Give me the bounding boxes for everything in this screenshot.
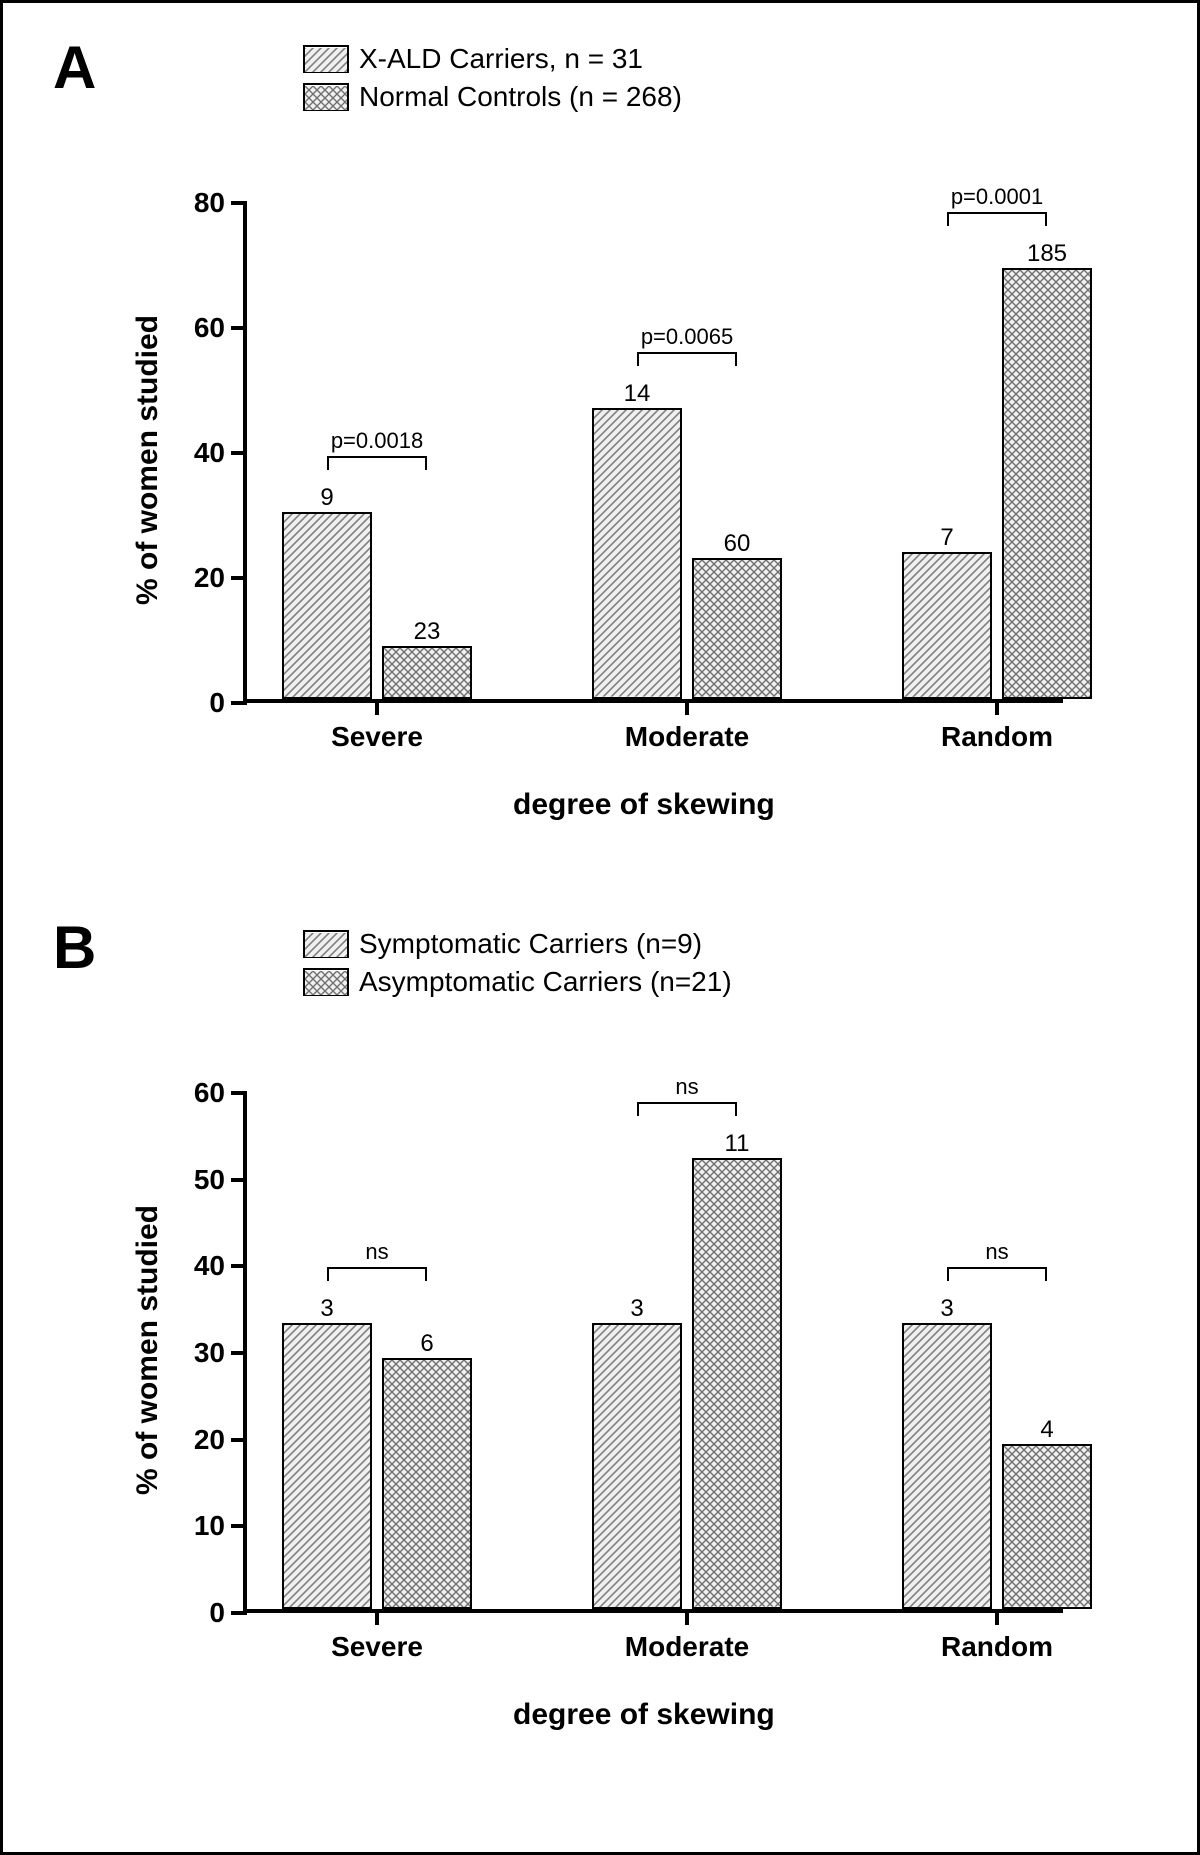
significance-label: p=0.0018 xyxy=(331,428,423,454)
bar-n-label: 60 xyxy=(724,530,751,558)
legend-swatch-diag xyxy=(303,930,349,958)
panel-b-label: B xyxy=(53,913,96,982)
panel-a-chart: % of women studied degree of skewing 0 20… xyxy=(123,163,1123,863)
y-tick xyxy=(231,701,247,705)
y-tick-label: 20 xyxy=(194,562,225,594)
y-tick-label: 10 xyxy=(194,1510,225,1542)
bar-n-label: 3 xyxy=(320,1295,333,1323)
bar xyxy=(592,1323,682,1609)
significance-label: ns xyxy=(365,1239,388,1265)
bar xyxy=(902,1323,992,1609)
y-tick xyxy=(231,451,247,455)
panel-b: B Symptomatic Carriers (n=9) Asymptomati… xyxy=(43,913,1157,1823)
x-tick xyxy=(995,699,999,715)
significance-label: ns xyxy=(675,1074,698,1100)
y-tick xyxy=(231,1438,247,1442)
y-axis-label: % of women studied xyxy=(131,315,165,605)
significance-label: p=0.0001 xyxy=(951,184,1043,210)
y-tick-label: 0 xyxy=(209,1597,225,1629)
bar xyxy=(902,552,992,699)
y-tick xyxy=(231,1091,247,1095)
y-tick xyxy=(231,1351,247,1355)
x-tick xyxy=(375,699,379,715)
y-tick xyxy=(231,1178,247,1182)
legend-label: Symptomatic Carriers (n=9) xyxy=(359,928,702,960)
y-tick-label: 0 xyxy=(209,687,225,719)
bar-n-label: 185 xyxy=(1027,240,1067,268)
y-axis-label: % of women studied xyxy=(131,1205,165,1495)
x-tick-label: Random xyxy=(941,1631,1053,1663)
legend-swatch-cross xyxy=(303,968,349,996)
significance-bracket xyxy=(947,212,1047,214)
bar xyxy=(382,1358,472,1609)
plot-area-a: 020406080Severe923p=0.0018Moderate1460p=… xyxy=(243,203,1063,703)
legend-item: Symptomatic Carriers (n=9) xyxy=(303,928,732,960)
y-tick-label: 40 xyxy=(194,1250,225,1282)
y-tick-label: 20 xyxy=(194,1424,225,1456)
bar xyxy=(1002,268,1092,699)
legend-swatch-diag xyxy=(303,45,349,73)
x-tick xyxy=(995,1609,999,1625)
legend-label: Normal Controls (n = 268) xyxy=(359,81,682,113)
y-tick-label: 60 xyxy=(194,1077,225,1109)
legend-label: X-ALD Carriers, n = 31 xyxy=(359,43,643,75)
bar xyxy=(282,512,372,700)
legend-item: Asymptomatic Carriers (n=21) xyxy=(303,966,732,998)
bar-n-label: 4 xyxy=(1040,1416,1053,1444)
y-tick xyxy=(231,1611,247,1615)
legend-label: Asymptomatic Carriers (n=21) xyxy=(359,966,732,998)
y-tick-label: 80 xyxy=(194,187,225,219)
bar-n-label: 9 xyxy=(320,484,333,512)
bar xyxy=(1002,1444,1092,1609)
legend-swatch-cross xyxy=(303,83,349,111)
x-tick xyxy=(685,699,689,715)
y-tick xyxy=(231,1264,247,1268)
bar-n-label: 11 xyxy=(725,1130,750,1158)
significance-bracket xyxy=(947,1267,1047,1269)
significance-bracket xyxy=(637,352,737,354)
bar xyxy=(282,1323,372,1609)
x-tick-label: Severe xyxy=(331,1631,423,1663)
y-tick-label: 60 xyxy=(194,312,225,344)
x-tick-label: Moderate xyxy=(625,1631,749,1663)
y-tick xyxy=(231,1524,247,1528)
bar-n-label: 3 xyxy=(630,1295,643,1323)
panel-a: A X-ALD Carriers, n = 31 Normal Controls… xyxy=(43,33,1157,913)
panel-b-chart: % of women studied degree of skewing 0 10… xyxy=(123,1033,1123,1793)
figure-container: A X-ALD Carriers, n = 31 Normal Controls… xyxy=(0,0,1200,1855)
x-tick xyxy=(685,1609,689,1625)
bar-n-label: 23 xyxy=(414,618,441,646)
y-tick-label: 30 xyxy=(194,1337,225,1369)
y-tick xyxy=(231,326,247,330)
plot-area-b: 0102030405060Severe36nsModerate311nsRand… xyxy=(243,1093,1063,1613)
significance-bracket xyxy=(327,1267,427,1269)
panel-b-legend: Symptomatic Carriers (n=9) Asymptomatic … xyxy=(303,928,732,998)
y-tick xyxy=(231,576,247,580)
bar xyxy=(692,558,782,699)
significance-bracket xyxy=(637,1102,737,1104)
x-tick-label: Moderate xyxy=(625,721,749,753)
bar xyxy=(592,408,682,699)
panel-a-legend: X-ALD Carriers, n = 31 Normal Controls (… xyxy=(303,43,682,113)
legend-item: X-ALD Carriers, n = 31 xyxy=(303,43,682,75)
y-tick xyxy=(231,201,247,205)
x-tick xyxy=(375,1609,379,1625)
bar-n-label: 14 xyxy=(624,380,651,408)
x-axis-label: degree of skewing xyxy=(513,1698,775,1732)
bar xyxy=(382,646,472,699)
y-tick-label: 40 xyxy=(194,437,225,469)
x-axis-label: degree of skewing xyxy=(513,788,775,822)
bar-n-label: 6 xyxy=(420,1330,433,1358)
significance-label: p=0.0065 xyxy=(641,324,733,350)
significance-label: ns xyxy=(985,1239,1008,1265)
x-tick-label: Severe xyxy=(331,721,423,753)
bar xyxy=(692,1158,782,1609)
bar-n-label: 3 xyxy=(940,1295,953,1323)
x-tick-label: Random xyxy=(941,721,1053,753)
panel-a-label: A xyxy=(53,33,96,102)
significance-bracket xyxy=(327,456,427,458)
legend-item: Normal Controls (n = 268) xyxy=(303,81,682,113)
bar-n-label: 7 xyxy=(940,524,953,552)
y-tick-label: 50 xyxy=(194,1164,225,1196)
